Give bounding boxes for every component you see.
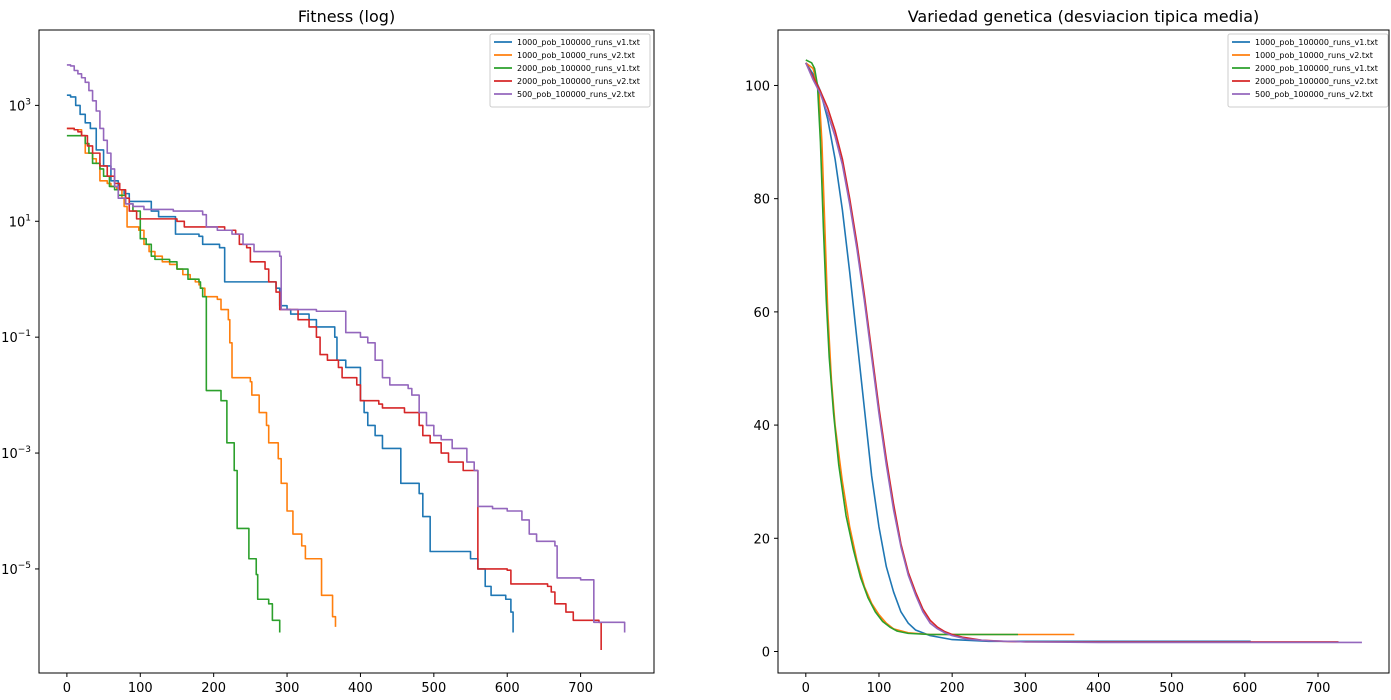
legend-label: 2000_pob_100000_runs_v1.txt	[1255, 64, 1378, 73]
y-tick-base: 10	[1, 447, 18, 462]
series-line-1	[66, 127, 337, 627]
axes-frame	[38, 29, 655, 674]
series-line-0	[66, 94, 514, 633]
x-tick-label: 0	[802, 681, 810, 696]
x-tick-label: 600	[495, 681, 520, 696]
y-tick-label: 60	[753, 306, 770, 321]
series-line-2	[66, 134, 281, 633]
axes-frame	[777, 29, 1390, 674]
y-tick-exponent: −1	[18, 329, 31, 339]
legend-box	[1227, 33, 1389, 108]
x-tick-label: 100	[867, 681, 892, 696]
legend-label: 500_pob_100000_runs_v2.txt	[517, 90, 635, 99]
legend-label: 1000_pob_10000_runs_v2.txt	[1255, 51, 1373, 60]
x-tick-label: 400	[348, 681, 373, 696]
legend: 1000_pob_100000_runs_v1.txt 1000_pob_1000…	[1227, 33, 1389, 108]
y-tick-base: 10	[9, 99, 26, 114]
legend-label: 500_pob_100000_runs_v2.txt	[1255, 90, 1373, 99]
chart-fitness: Fitness (log)0 100 200 300 400 500 600 70010−51…	[1, 7, 655, 696]
y-tick-exponent: −3	[18, 445, 31, 455]
y-tick-base: 10	[9, 215, 26, 230]
x-tick-label: 100	[128, 681, 153, 696]
y-tick-exponent: 3	[25, 97, 31, 107]
legend-label: 1000_pob_10000_runs_v2.txt	[517, 51, 635, 60]
series-line-0	[805, 62, 1251, 643]
x-tick-label: 300	[275, 681, 300, 696]
chart-title: Variedad genetica (desviacion tipica med…	[908, 7, 1260, 26]
series-line-3	[66, 127, 602, 650]
legend-label: 2000_pob_100000_runs_v2.txt	[517, 77, 640, 86]
y-tick-base: 10	[1, 563, 18, 578]
legend-box	[489, 33, 651, 108]
chart-title: Fitness (log)	[298, 7, 395, 26]
legend-label: 2000_pob_100000_runs_v2.txt	[1255, 77, 1378, 86]
legend-label: 1000_pob_100000_runs_v1.txt	[517, 38, 640, 47]
y-tick-base: 10	[1, 331, 18, 346]
y-tick-label: 100	[745, 79, 770, 94]
y-tick-label: 80	[753, 193, 770, 208]
x-tick-label: 400	[1086, 681, 1111, 696]
y-tick-label: 101	[9, 213, 31, 230]
y-tick-label: 10−1	[1, 329, 31, 346]
legend-label: 1000_pob_100000_runs_v1.txt	[1255, 38, 1378, 47]
x-tick-label: 0	[63, 681, 71, 696]
y-tick-exponent: −5	[18, 561, 31, 571]
x-tick-label: 700	[568, 681, 593, 696]
y-tick-label: 10−3	[1, 445, 31, 462]
x-tick-label: 200	[940, 681, 965, 696]
chart-variedad-genetica: Variedad genetica (desviacion tipica med…	[745, 7, 1390, 696]
series-line-3	[805, 62, 1339, 643]
series-line-1	[805, 62, 1075, 636]
x-tick-label: 700	[1306, 681, 1331, 696]
legend: 1000_pob_100000_runs_v1.txt 1000_pob_1000…	[489, 33, 651, 108]
series-group	[66, 64, 626, 650]
series-line-2	[805, 59, 1019, 636]
y-tick-exponent: 1	[25, 213, 31, 223]
series-line-4	[805, 62, 1362, 644]
x-tick-label: 500	[1159, 681, 1184, 696]
y-tick-label: 10−5	[1, 561, 31, 578]
x-tick-label: 300	[1013, 681, 1038, 696]
y-tick-label: 0	[762, 645, 770, 660]
series-line-4	[66, 64, 626, 633]
x-tick-label: 600	[1232, 681, 1257, 696]
y-tick-label: 20	[753, 532, 770, 547]
x-tick-label: 200	[201, 681, 226, 696]
x-tick-label: 500	[421, 681, 446, 696]
y-tick-label: 103	[9, 97, 31, 114]
series-group	[805, 59, 1362, 644]
legend-label: 2000_pob_100000_runs_v1.txt	[517, 64, 640, 73]
y-tick-label: 40	[753, 419, 770, 434]
